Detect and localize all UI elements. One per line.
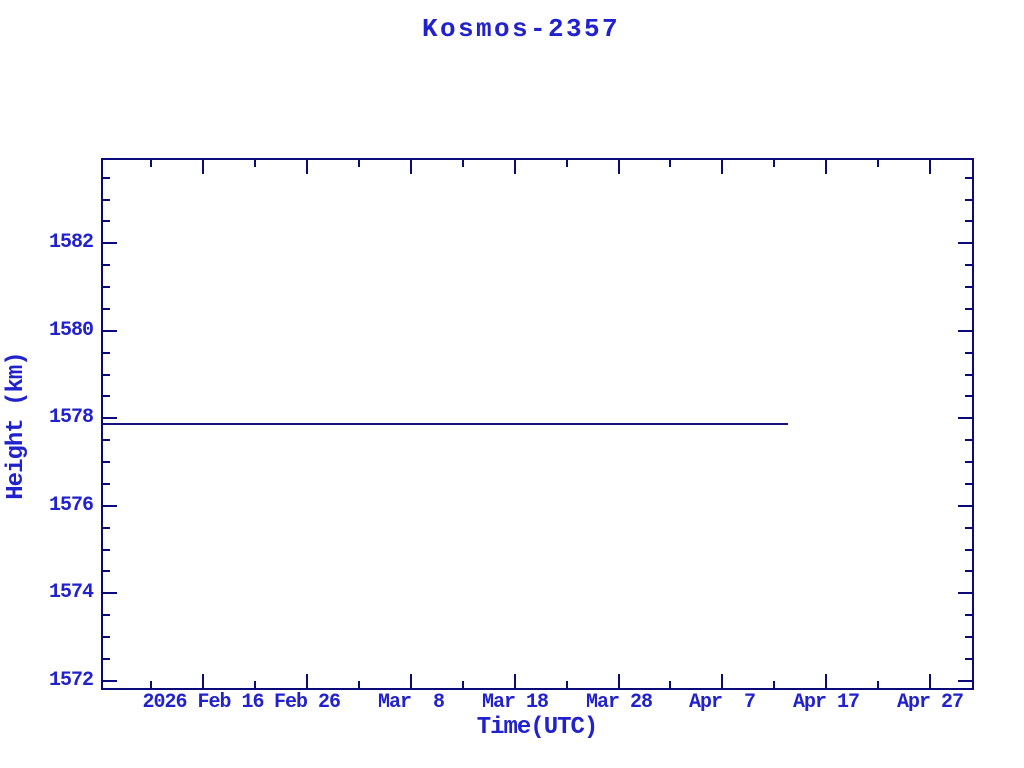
x-tick-label: Mar 8 (377, 691, 445, 714)
y-minor-tick (965, 658, 972, 660)
y-major-tick (958, 592, 972, 594)
x-major-tick (306, 160, 308, 174)
y-minor-tick (103, 527, 110, 529)
x-tick-label: 2026 Feb 16 (142, 691, 264, 714)
x-minor-tick (566, 160, 568, 167)
y-minor-tick (103, 264, 110, 266)
y-tick-label: 1580 (48, 319, 94, 342)
x-minor-tick (254, 681, 256, 688)
chart-title: Kosmos-2357 (421, 14, 621, 44)
x-minor-tick (669, 160, 671, 167)
y-minor-tick (103, 461, 110, 463)
y-minor-tick (965, 636, 972, 638)
y-minor-tick (965, 439, 972, 441)
y-minor-tick (965, 199, 972, 201)
y-major-tick (103, 242, 117, 244)
y-major-tick (103, 680, 117, 682)
y-minor-tick (965, 549, 972, 551)
series-line-segment (103, 423, 788, 425)
x-minor-tick (877, 160, 879, 167)
y-minor-tick (103, 395, 110, 397)
y-minor-tick (965, 395, 972, 397)
y-minor-tick (103, 374, 110, 376)
x-tick-label: Apr 27 (896, 691, 964, 714)
y-minor-tick (103, 549, 110, 551)
x-major-tick (202, 160, 204, 174)
y-minor-tick (965, 483, 972, 485)
x-minor-tick (773, 160, 775, 167)
x-major-tick (514, 674, 516, 688)
x-minor-tick (254, 160, 256, 167)
y-minor-tick (103, 308, 110, 310)
y-minor-tick (103, 614, 110, 616)
y-minor-tick (103, 636, 110, 638)
y-minor-tick (103, 286, 110, 288)
x-minor-tick (462, 681, 464, 688)
y-tick-label: 1572 (48, 669, 94, 692)
y-minor-tick (965, 177, 972, 179)
x-axis-title: Time(UTC) (476, 714, 599, 741)
y-tick-label: 1582 (48, 231, 94, 254)
x-major-tick (929, 160, 931, 174)
x-major-tick (514, 160, 516, 174)
x-minor-tick (877, 681, 879, 688)
x-tick-label: Mar 18 (481, 691, 549, 714)
y-major-tick (958, 330, 972, 332)
x-major-tick (929, 674, 931, 688)
x-major-tick (825, 160, 827, 174)
y-tick-label: 1578 (48, 406, 94, 429)
x-major-tick (825, 674, 827, 688)
x-tick-label: Apr 17 (792, 691, 860, 714)
y-minor-tick (103, 439, 110, 441)
y-minor-tick (103, 658, 110, 660)
y-minor-tick (965, 352, 972, 354)
y-minor-tick (965, 264, 972, 266)
x-minor-tick (462, 160, 464, 167)
x-minor-tick (669, 681, 671, 688)
y-minor-tick (103, 570, 110, 572)
y-minor-tick (103, 483, 110, 485)
x-major-tick (410, 160, 412, 174)
x-major-tick (306, 674, 308, 688)
y-major-tick (103, 330, 117, 332)
x-major-tick (410, 674, 412, 688)
y-major-tick (958, 680, 972, 682)
plot-frame (101, 158, 974, 690)
x-tick-label: Mar 28 (585, 691, 653, 714)
y-tick-label: 1574 (48, 581, 94, 604)
y-major-tick (958, 242, 972, 244)
y-major-tick (103, 505, 117, 507)
y-major-tick (958, 417, 972, 419)
x-tick-label: Apr 7 (688, 691, 756, 714)
y-minor-tick (103, 352, 110, 354)
x-major-tick (721, 674, 723, 688)
y-minor-tick (103, 177, 110, 179)
y-minor-tick (965, 374, 972, 376)
x-minor-tick (150, 681, 152, 688)
y-major-tick (103, 592, 117, 594)
y-minor-tick (965, 570, 972, 572)
x-minor-tick (773, 681, 775, 688)
y-major-tick (103, 417, 117, 419)
y-minor-tick (965, 220, 972, 222)
y-minor-tick (965, 614, 972, 616)
x-minor-tick (358, 681, 360, 688)
y-minor-tick (965, 461, 972, 463)
x-major-tick (618, 674, 620, 688)
x-major-tick (618, 160, 620, 174)
x-tick-label: Feb 26 (273, 691, 341, 714)
y-minor-tick (965, 286, 972, 288)
y-minor-tick (103, 199, 110, 201)
y-minor-tick (965, 527, 972, 529)
x-minor-tick (566, 681, 568, 688)
x-major-tick (721, 160, 723, 174)
y-minor-tick (103, 220, 110, 222)
x-minor-tick (358, 160, 360, 167)
y-major-tick (958, 505, 972, 507)
y-tick-label: 1576 (48, 494, 94, 517)
y-minor-tick (965, 308, 972, 310)
x-minor-tick (150, 160, 152, 167)
x-major-tick (202, 674, 204, 688)
